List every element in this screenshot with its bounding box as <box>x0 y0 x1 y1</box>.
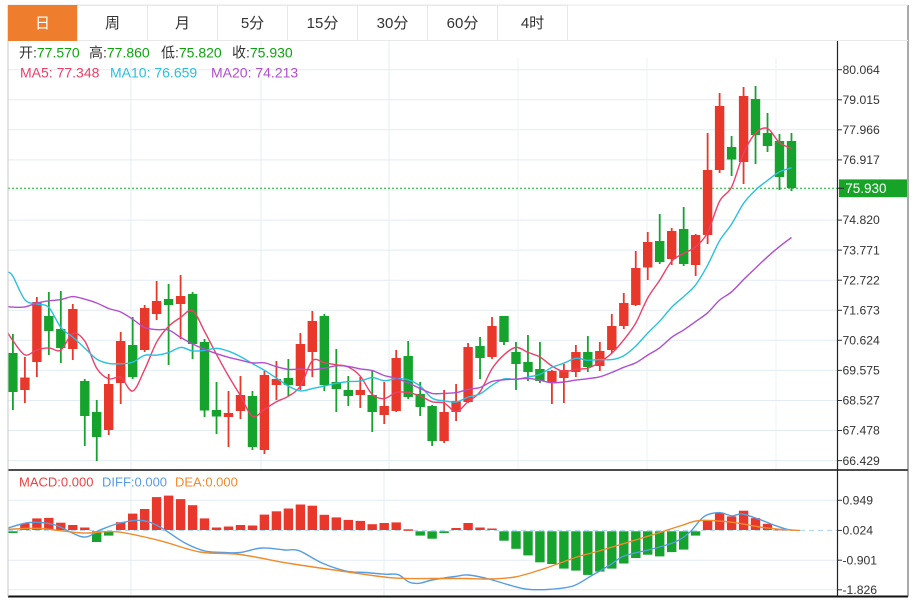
svg-text:75.930: 75.930 <box>845 181 886 196</box>
svg-text:79.015: 79.015 <box>843 93 880 107</box>
svg-text:74.820: 74.820 <box>843 213 880 227</box>
svg-text:80.064: 80.064 <box>843 63 880 77</box>
svg-text:67.478: 67.478 <box>843 424 880 438</box>
svg-text:72.722: 72.722 <box>843 273 880 287</box>
svg-text:69.575: 69.575 <box>843 364 880 378</box>
svg-text:68.527: 68.527 <box>843 394 880 408</box>
svg-text:77.966: 77.966 <box>843 123 880 137</box>
svg-text:70.624: 70.624 <box>843 334 880 348</box>
svg-text:66.429: 66.429 <box>843 454 880 468</box>
svg-text:73.771: 73.771 <box>843 243 880 257</box>
svg-text:76.917: 76.917 <box>843 153 880 167</box>
svg-text:-1.826: -1.826 <box>843 583 878 597</box>
svg-text:0.024: 0.024 <box>843 524 874 538</box>
svg-text:-0.901: -0.901 <box>843 553 878 567</box>
svg-text:71.673: 71.673 <box>843 304 880 318</box>
svg-text:0.949: 0.949 <box>843 494 874 508</box>
